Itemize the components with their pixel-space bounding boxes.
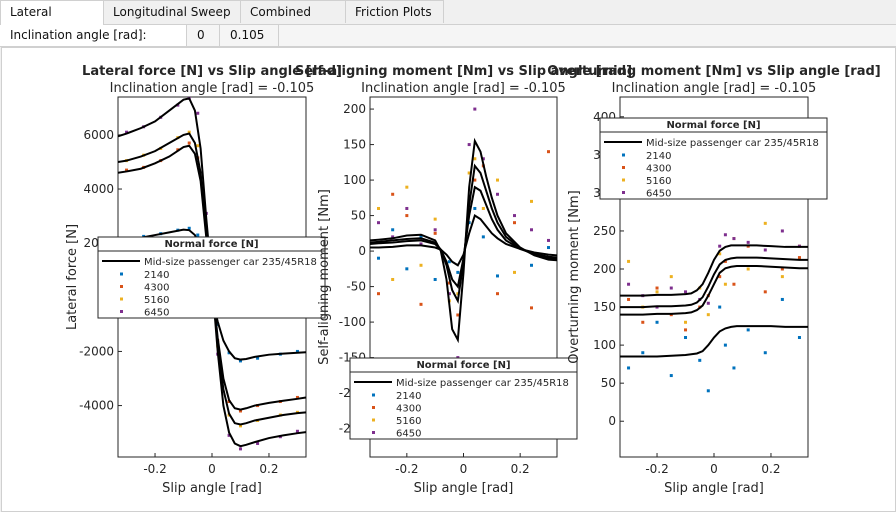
inclination-tab[interactable]: Inclination angle [rad]: -0.105 <box>0 25 187 63</box>
tab[interactable]: Lateral Sweep <box>0 0 104 42</box>
tab[interactable]: Longitudinal Sweep <box>103 0 241 23</box>
inclination-tab[interactable]: 0.105 <box>220 25 279 46</box>
tab[interactable]: Friction Plots <box>345 0 444 23</box>
plot-panel <box>1 47 896 512</box>
inclination-tabs: Inclination angle [rad]: -0.105 0 0.105 <box>0 25 896 63</box>
inclination-tab[interactable]: 0 <box>187 25 220 46</box>
tab[interactable]: Combined Slip <box>240 0 346 42</box>
tab-bar: Lateral Sweep Longitudinal Sweep Combine… <box>0 0 896 42</box>
